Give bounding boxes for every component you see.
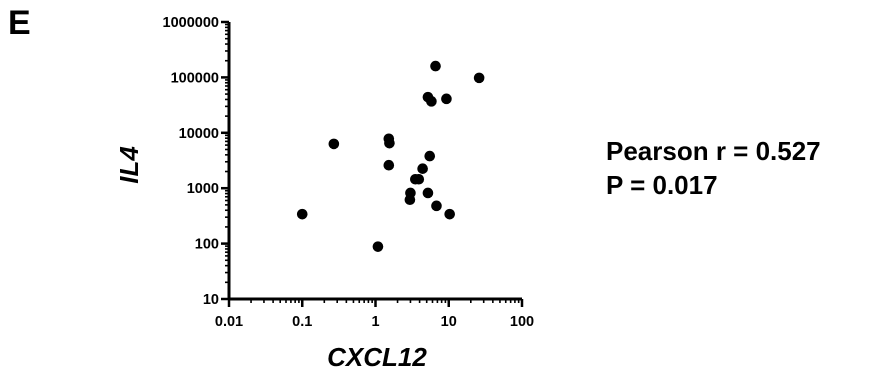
p-value-label: P = 0.017 xyxy=(606,170,718,200)
y-tick-label: 1000000 xyxy=(163,15,219,31)
axes xyxy=(221,20,524,307)
data-point xyxy=(413,173,425,185)
y-tick-label: 100 xyxy=(195,237,219,253)
y-tick-label: 1000 xyxy=(187,181,219,197)
x-axis-title: CXCL12 xyxy=(327,342,427,372)
y-tick-label: 100000 xyxy=(171,70,219,86)
data-point xyxy=(372,241,384,252)
pearson-r-label: Pearson r = 0.527 xyxy=(606,136,821,166)
data-point xyxy=(422,187,434,199)
data-points xyxy=(296,60,485,252)
x-tick-label: 0.1 xyxy=(292,314,312,330)
x-tick-label: 0.01 xyxy=(215,314,243,330)
panel-letter: E xyxy=(8,4,31,42)
data-point xyxy=(431,200,442,212)
data-point xyxy=(384,137,395,149)
stats-annotation: Pearson r = 0.527 P = 0.017 xyxy=(606,134,821,202)
x-tick-label: 10 xyxy=(441,314,457,330)
data-point xyxy=(424,150,436,162)
x-tick-label: 1 xyxy=(371,314,379,330)
data-point xyxy=(404,194,416,206)
data-point xyxy=(444,208,455,220)
data-point xyxy=(417,163,428,174)
y-tick-label: 10 xyxy=(203,292,219,308)
data-point xyxy=(383,159,395,171)
data-point xyxy=(328,138,340,150)
data-point xyxy=(426,96,437,107)
tick-labels: 10 100 1000 10000 100000 1000000 0.01 0.1 1 10 100 xyxy=(163,15,535,330)
data-point xyxy=(296,208,308,220)
y-tick-label: 10000 xyxy=(179,126,219,142)
data-point xyxy=(441,93,452,105)
data-point xyxy=(473,72,485,84)
x-tick-label: 100 xyxy=(510,314,534,330)
data-point xyxy=(430,60,441,72)
scatter-chart: 10 100 1000 10000 100000 1000000 0.01 0.1 1 10 100… xyxy=(114,15,535,372)
y-axis-title: IL4 xyxy=(114,146,144,184)
